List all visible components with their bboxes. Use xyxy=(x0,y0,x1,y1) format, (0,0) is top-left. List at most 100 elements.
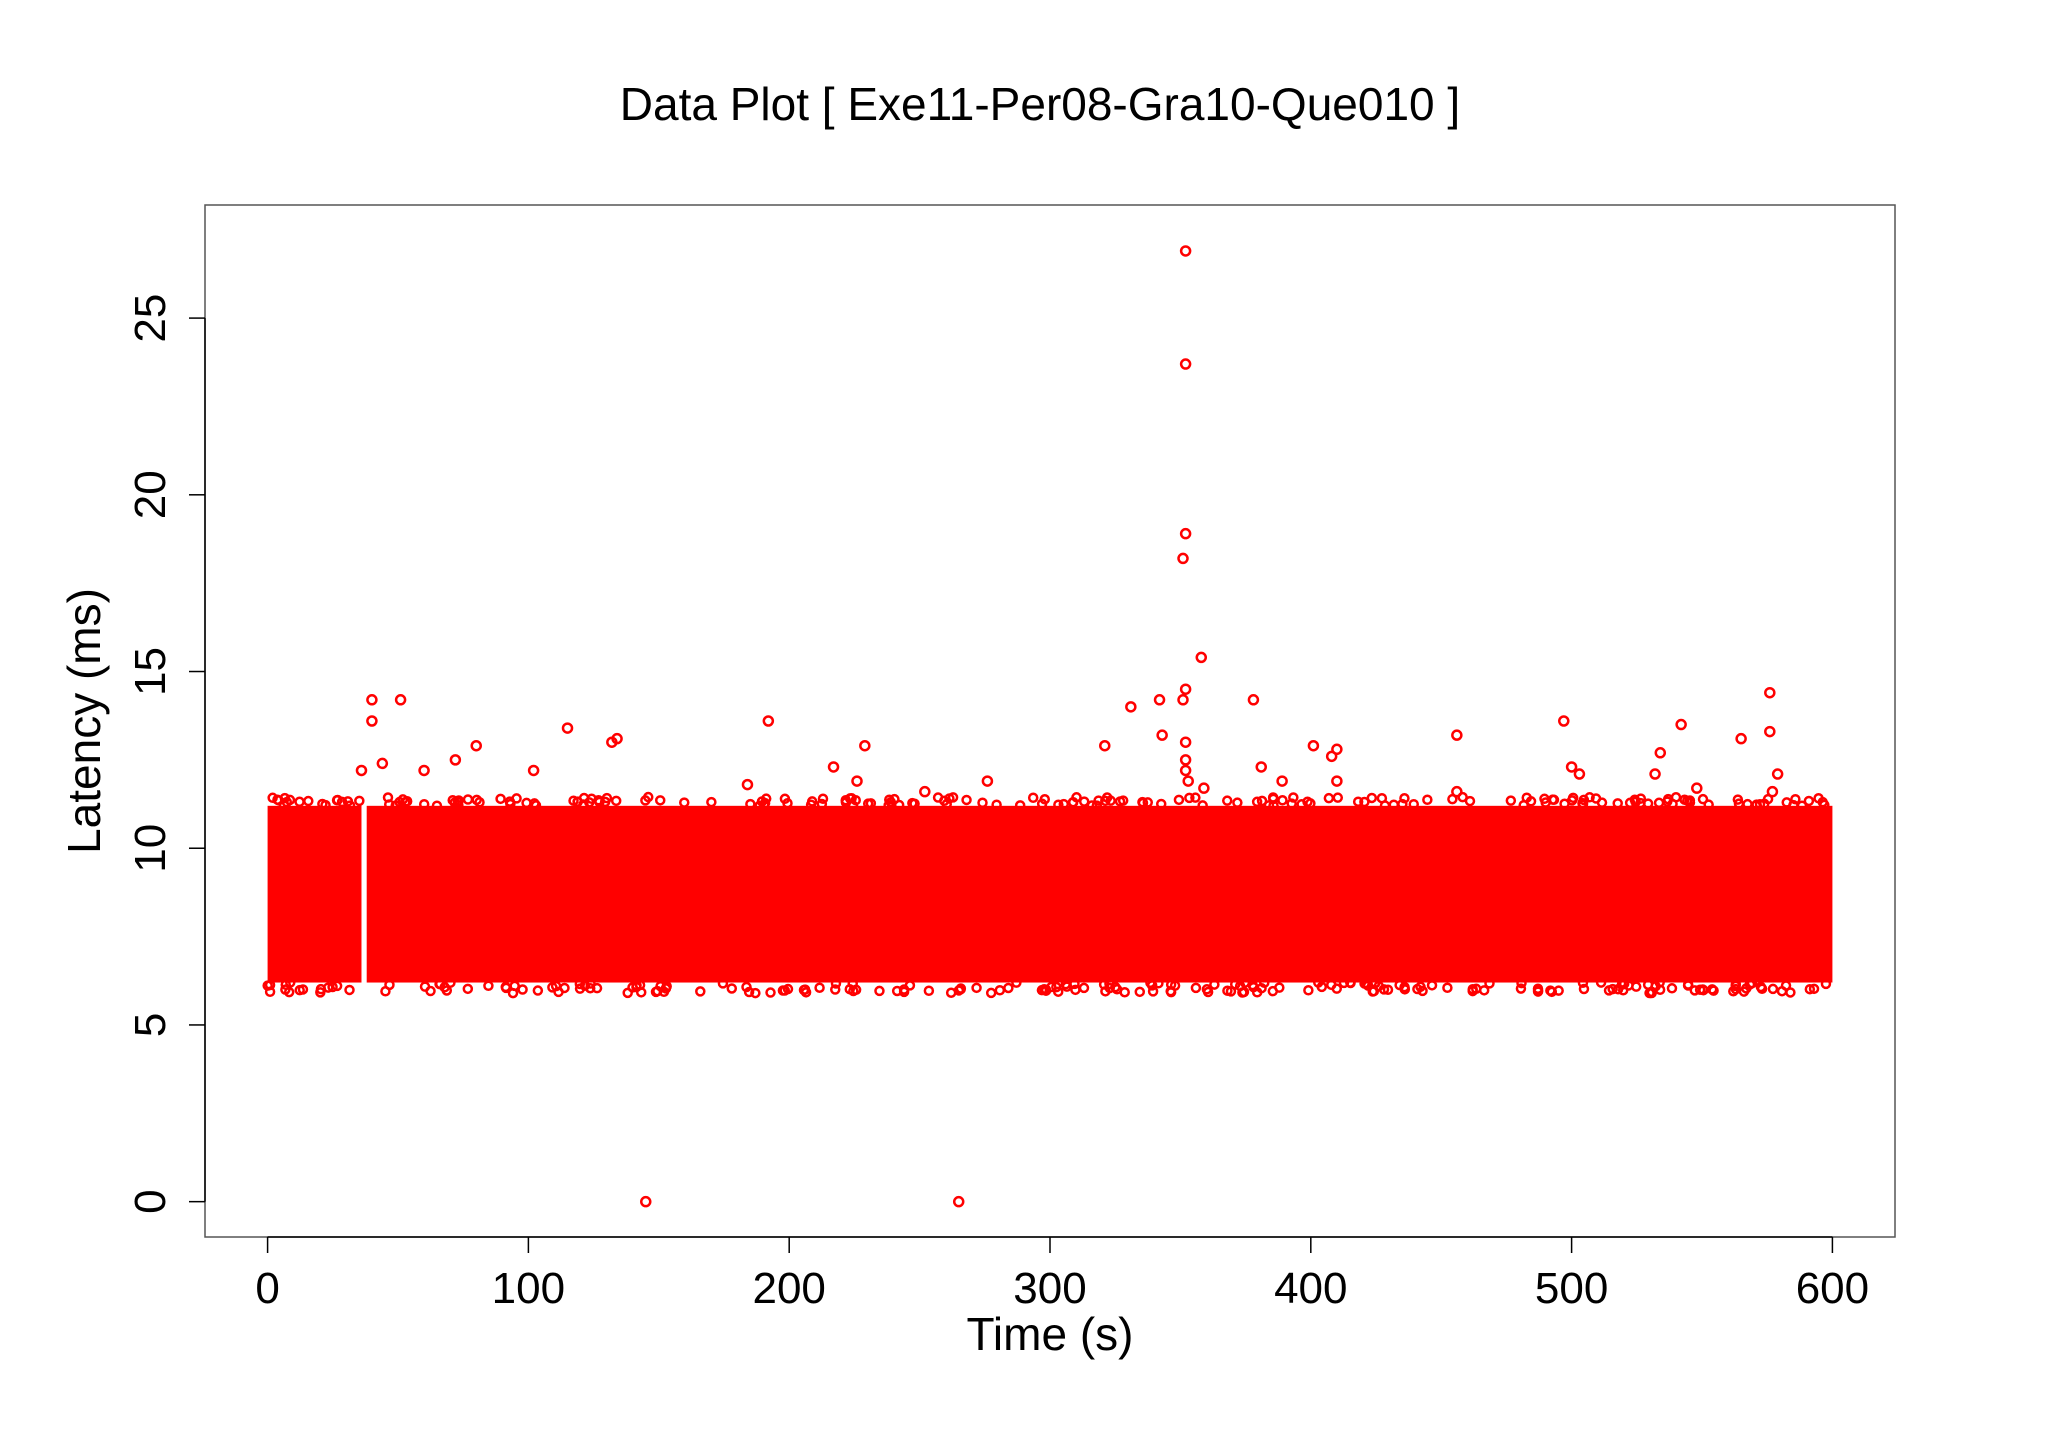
data-point xyxy=(366,694,378,706)
data-point xyxy=(1177,694,1189,706)
data-point xyxy=(1764,686,1776,699)
edge-point xyxy=(1382,984,1394,996)
edge-point xyxy=(1069,978,1080,990)
edge-point xyxy=(1584,792,1595,803)
edge-point xyxy=(1566,795,1578,806)
edge-point xyxy=(814,982,825,993)
x-tick-label: 400 xyxy=(1274,1264,1347,1313)
edge-point xyxy=(1190,792,1201,803)
edge-point xyxy=(1100,986,1111,997)
edge-point xyxy=(267,792,278,804)
edge-point xyxy=(1237,987,1248,998)
data-point xyxy=(1179,245,1192,257)
edge-point xyxy=(717,978,729,989)
edge-point xyxy=(750,987,761,999)
data-point xyxy=(762,715,775,727)
edge-point xyxy=(1703,799,1714,810)
edge-point xyxy=(765,987,776,998)
edge-point xyxy=(1767,983,1779,995)
data-point xyxy=(952,1195,965,1208)
edge-point xyxy=(846,793,857,804)
y-axis-title: Latency (ms) xyxy=(58,588,110,854)
edge-point xyxy=(578,799,589,810)
edge-point xyxy=(883,800,894,811)
data-point xyxy=(1649,768,1661,780)
data-point xyxy=(1771,768,1784,780)
edge-point xyxy=(495,793,506,805)
edge-point xyxy=(1117,795,1129,806)
edge-point xyxy=(1728,985,1739,997)
edge-point xyxy=(1086,800,1098,811)
data-point xyxy=(1099,739,1111,752)
edge-point xyxy=(1590,793,1602,804)
edge-point xyxy=(344,984,355,996)
edge-point xyxy=(1039,794,1051,805)
edge-point xyxy=(1302,796,1313,808)
edge-point xyxy=(1630,981,1642,992)
y-tick-label: 25 xyxy=(126,294,175,343)
edge-point xyxy=(1415,981,1426,993)
edge-point xyxy=(342,796,354,807)
edge-point xyxy=(1742,798,1753,810)
edge-point xyxy=(1515,983,1527,994)
edge-point xyxy=(1505,795,1517,806)
data-point xyxy=(355,764,368,777)
y-tick-label: 20 xyxy=(126,470,175,519)
edge-point xyxy=(760,793,772,804)
edge-point xyxy=(1738,986,1750,997)
edge-point xyxy=(1303,985,1314,996)
data-point xyxy=(859,739,871,752)
data-point xyxy=(1735,732,1747,745)
edge-point xyxy=(1165,985,1176,997)
edge-point xyxy=(1221,795,1233,806)
data-point xyxy=(1451,785,1463,798)
data-points xyxy=(262,245,1832,1208)
edge-point xyxy=(530,800,542,811)
edge-point xyxy=(1173,794,1185,806)
edge-point xyxy=(483,980,494,992)
edge-point xyxy=(1352,796,1364,807)
x-axis: 0 100 200 300 400 500 600 xyxy=(255,1236,1869,1313)
edge-point xyxy=(850,984,862,996)
edge-point xyxy=(418,798,430,810)
edge-point xyxy=(279,792,291,804)
data-point xyxy=(1307,739,1320,752)
edge-point xyxy=(1267,985,1279,997)
edge-point xyxy=(380,986,391,997)
edge-point xyxy=(1484,978,1495,989)
edge-point xyxy=(1697,793,1709,805)
edge-point xyxy=(1078,982,1090,994)
edge-point xyxy=(1759,798,1770,809)
edge-point xyxy=(1785,987,1796,998)
edge-point xyxy=(652,985,663,997)
edge-point xyxy=(517,984,528,995)
edge-point xyxy=(1442,982,1453,994)
data-point xyxy=(1565,761,1578,773)
data-point xyxy=(919,785,931,798)
data-point xyxy=(1179,527,1192,540)
edge-point xyxy=(610,795,622,807)
edge-point xyxy=(741,981,752,993)
edge-point xyxy=(532,985,544,996)
edge-point xyxy=(1422,794,1433,805)
edge-point xyxy=(994,985,1006,996)
edge-point xyxy=(1399,984,1411,995)
edge-point xyxy=(1653,797,1665,809)
edge-point xyxy=(1359,796,1370,808)
x-tick-label: 0 xyxy=(255,1264,279,1313)
data-point xyxy=(1247,694,1260,706)
edge-point xyxy=(1256,982,1267,994)
edge-point xyxy=(559,982,570,994)
edge-point xyxy=(904,980,916,991)
edge-point xyxy=(631,980,642,991)
x-tick-label: 600 xyxy=(1796,1264,1869,1313)
data-point xyxy=(449,754,462,766)
edge-point xyxy=(1286,798,1297,809)
edge-point xyxy=(1366,792,1378,804)
edge-point xyxy=(1630,796,1641,808)
edge-point xyxy=(474,797,485,808)
edge-point xyxy=(830,978,842,989)
edge-point xyxy=(1666,983,1678,994)
edge-point xyxy=(1796,800,1808,811)
